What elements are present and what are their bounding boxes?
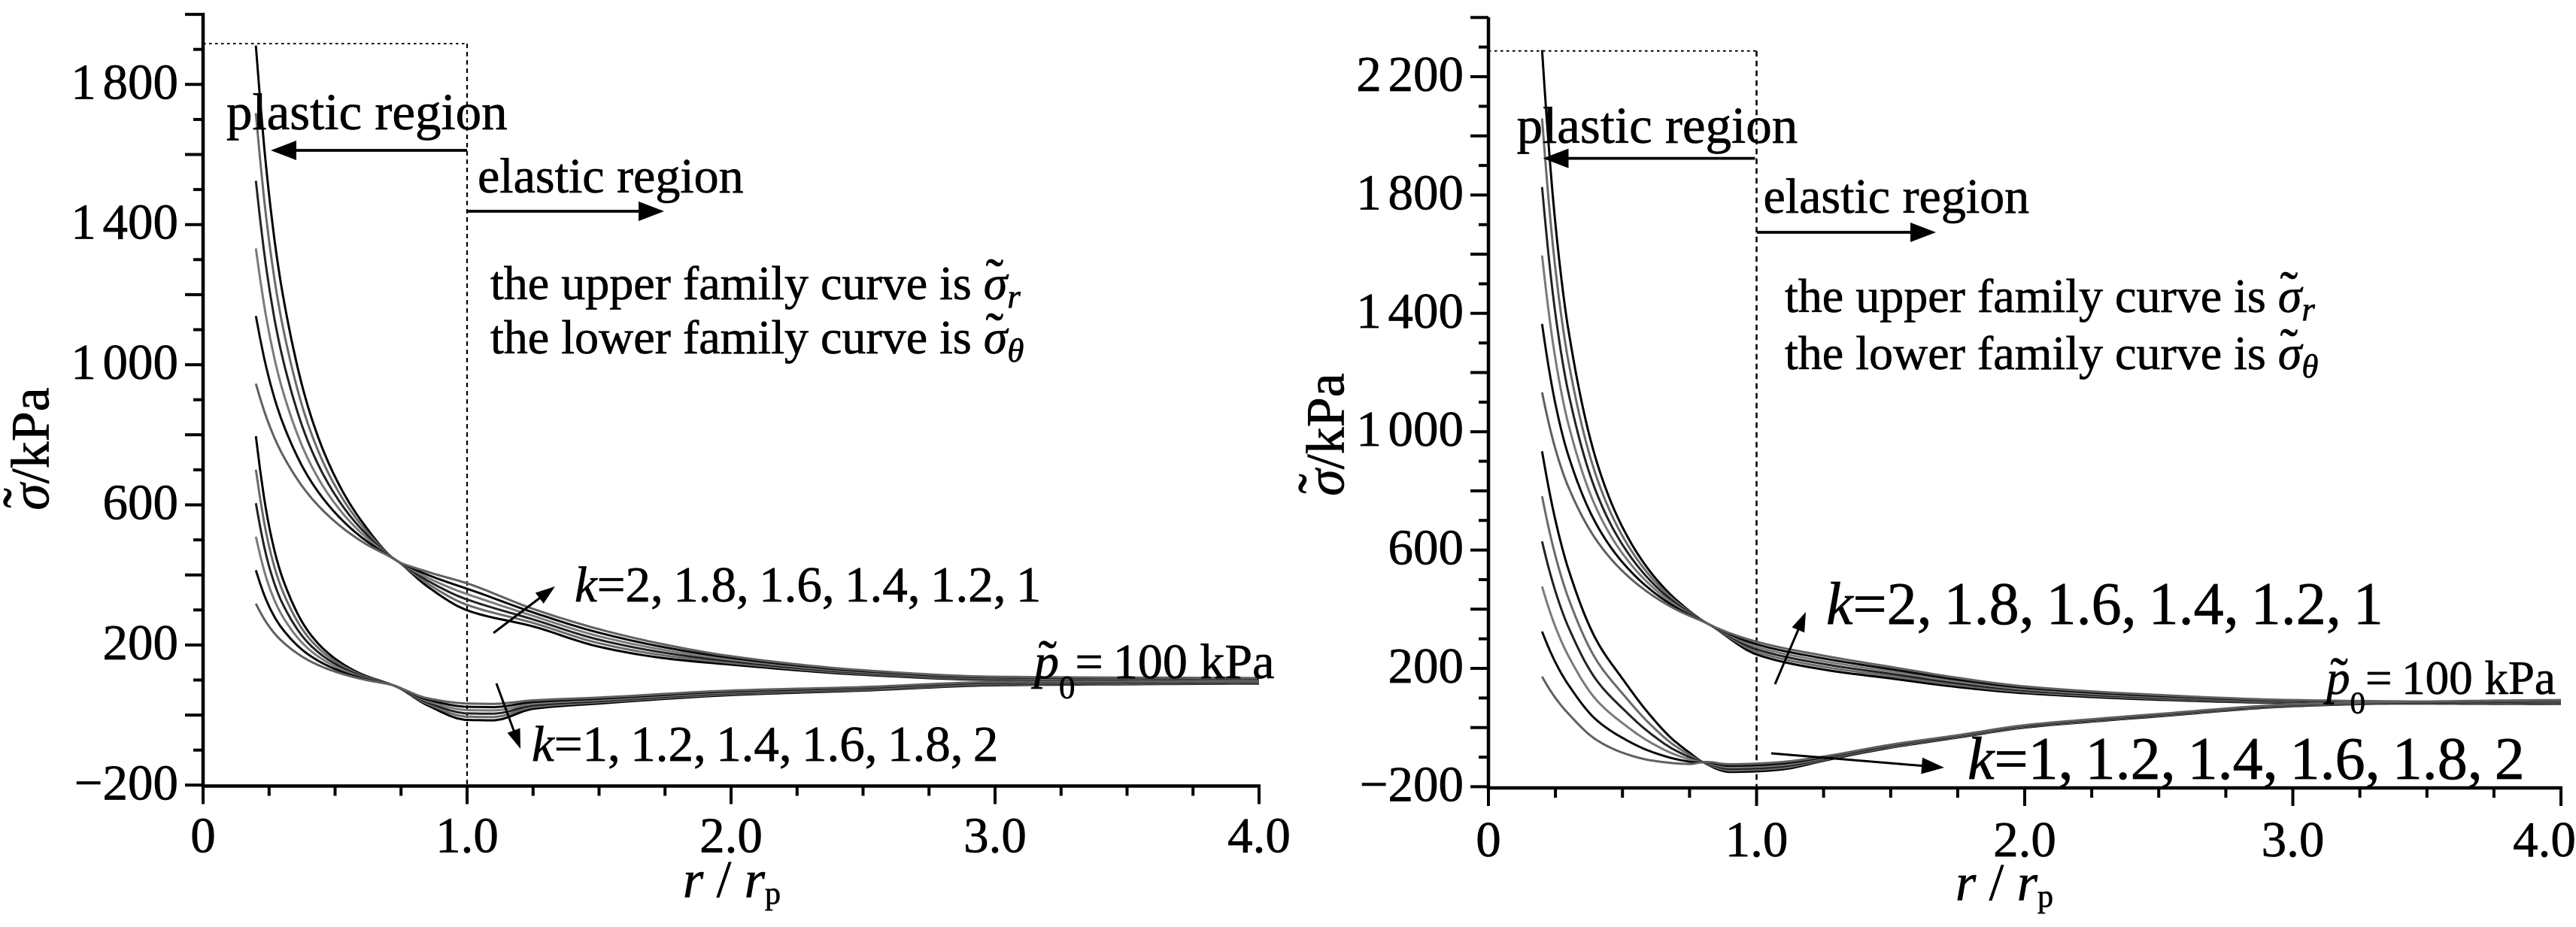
svg-text:1 800: 1 800 <box>1356 165 1464 220</box>
svg-text:2.0: 2.0 <box>699 808 763 864</box>
svg-text:4.0: 4.0 <box>2513 812 2576 868</box>
svg-text:1 000: 1 000 <box>1356 401 1464 457</box>
svg-text:3.0: 3.0 <box>2262 812 2325 868</box>
svg-text:600: 600 <box>1388 520 1464 576</box>
svg-text:200: 200 <box>1388 638 1464 694</box>
svg-text:200: 200 <box>103 615 179 671</box>
svg-text:3.0: 3.0 <box>963 808 1027 864</box>
svg-text:−200: −200 <box>1360 756 1464 812</box>
svg-text:1.0: 1.0 <box>435 808 499 864</box>
svg-text:0: 0 <box>1476 812 1501 868</box>
svg-text:1 400: 1 400 <box>71 195 178 250</box>
svg-text:−200: −200 <box>74 755 178 810</box>
svg-text:0: 0 <box>190 808 216 864</box>
svg-text:1 000: 1 000 <box>71 335 178 390</box>
svg-text:2 200: 2 200 <box>1356 47 1464 102</box>
svg-text:4.0: 4.0 <box>1227 808 1291 864</box>
svg-text:1 400: 1 400 <box>1356 283 1464 339</box>
svg-text:1 800: 1 800 <box>71 54 178 110</box>
svg-text:2.0: 2.0 <box>1993 812 2056 868</box>
svg-text:600: 600 <box>103 475 179 531</box>
svg-text:1.0: 1.0 <box>1725 812 1789 868</box>
